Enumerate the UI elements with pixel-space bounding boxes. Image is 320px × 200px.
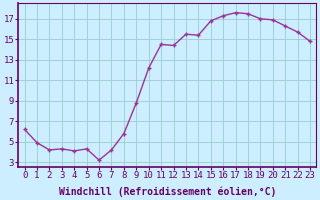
X-axis label: Windchill (Refroidissement éolien,°C): Windchill (Refroidissement éolien,°C) [59, 186, 276, 197]
